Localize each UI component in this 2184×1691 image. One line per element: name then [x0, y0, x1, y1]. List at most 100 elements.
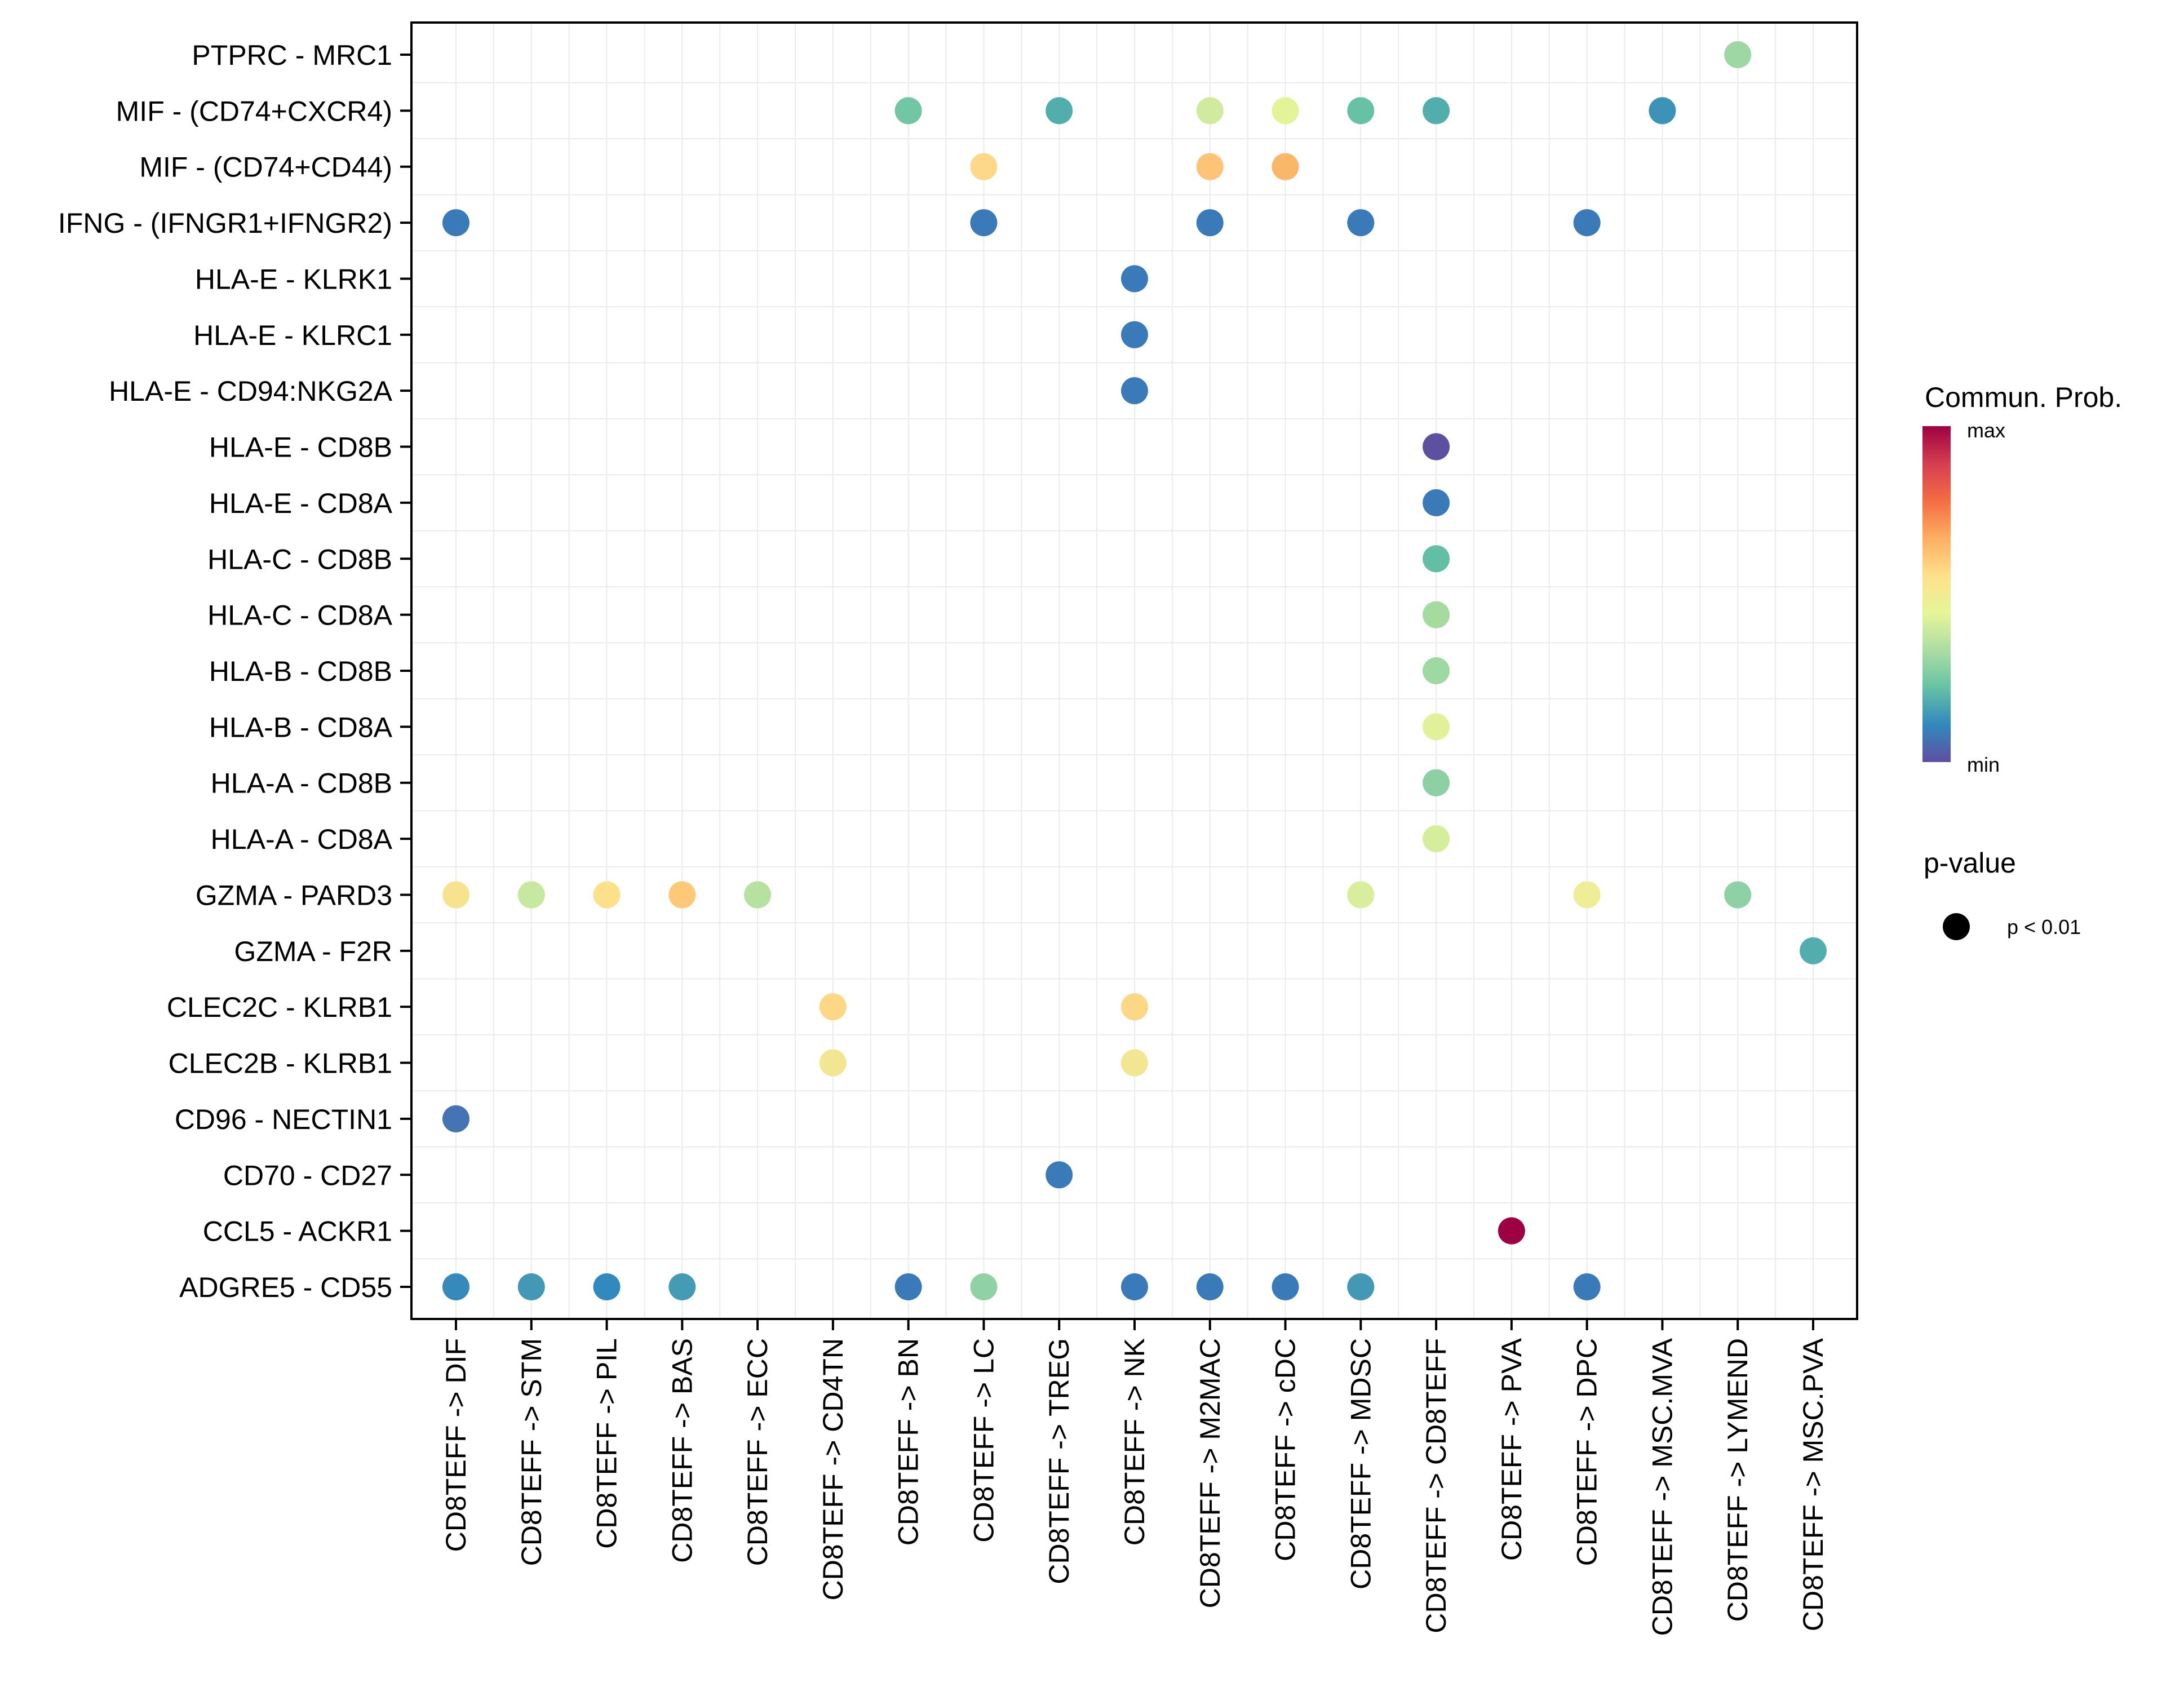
data-point: [1272, 1273, 1299, 1300]
data-point: [1573, 209, 1601, 237]
data-point: [442, 881, 469, 909]
data-point: [894, 1273, 922, 1300]
y-tick-label: CLEC2B - KLRB1: [169, 1048, 392, 1079]
data-point: [1347, 97, 1375, 125]
x-tick-label: CD8TEFF -> PIL: [591, 1338, 623, 1549]
y-tick-label: HLA-A - CD8A: [211, 824, 393, 855]
data-point: [1046, 1161, 1073, 1189]
data-point: [668, 881, 696, 909]
data-point: [1423, 97, 1450, 125]
data-point: [1498, 1217, 1525, 1245]
data-point: [1121, 1049, 1148, 1077]
y-tick-label: PTPRC - MRC1: [192, 39, 392, 71]
y-tick-label: CD70 - CD27: [223, 1159, 392, 1191]
y-tick-label: CCL5 - ACKR1: [203, 1216, 392, 1247]
data-point: [819, 993, 847, 1021]
y-tick-label: HLA-E - CD8A: [209, 488, 393, 519]
data-point: [1423, 769, 1450, 796]
legend-size-dot: [1943, 913, 1970, 940]
x-tick-label: CD8TEFF -> BN: [893, 1338, 924, 1546]
data-point: [744, 881, 772, 909]
x-tick-label: CD8TEFF -> DIF: [440, 1338, 472, 1552]
y-tick-label: ADGRE5 - CD55: [179, 1272, 392, 1303]
data-point: [1121, 993, 1148, 1021]
y-tick-label: HLA-C - CD8B: [207, 543, 392, 575]
y-tick-label: HLA-E - KLRK1: [195, 263, 392, 295]
y-tick-label: CLEC2C - KLRB1: [167, 991, 392, 1023]
y-axis: PTPRC - MRC1 MIF - (CD74+CXCR4) MIF - (CD7…: [58, 39, 411, 1303]
data-point: [894, 97, 922, 125]
data-point: [1423, 489, 1450, 516]
data-point: [593, 881, 621, 909]
data-point: [1196, 1273, 1224, 1300]
data-point: [1121, 377, 1148, 405]
y-tick-label: HLA-E - KLRC1: [193, 320, 392, 351]
legend: Commun. Prob. max min p-value p < 0.01: [1922, 382, 2122, 940]
x-tick-label: CD8TEFF -> PVA: [1496, 1338, 1527, 1561]
data-point: [819, 1049, 847, 1077]
x-tick-label: CD8TEFF -> MDSC: [1345, 1338, 1376, 1590]
data-point: [1423, 545, 1450, 573]
x-axis: CD8TEFF -> DIF CD8TEFF -> STM CD8TEFF -> P…: [440, 1319, 1829, 1636]
data-point: [970, 153, 998, 180]
x-tick-label: CD8TEFF -> cDC: [1270, 1338, 1301, 1561]
x-tick-label: CD8TEFF -> STM: [516, 1338, 547, 1566]
data-point: [1423, 713, 1450, 741]
data-point: [1573, 1273, 1601, 1300]
data-point: [1423, 433, 1450, 461]
x-tick-label: CD8TEFF -> LC: [968, 1338, 999, 1543]
x-tick-label: CD8TEFF -> M2MAC: [1194, 1338, 1226, 1608]
data-point: [1423, 657, 1450, 684]
x-tick-label: CD8TEFF -> BAS: [666, 1338, 698, 1563]
legend-color-title: Commun. Prob.: [1925, 382, 2122, 413]
data-point: [1347, 1273, 1375, 1300]
x-tick-label: CD8TEFF -> CD8TEFF: [1420, 1338, 1452, 1634]
x-tick-label: CD8TEFF -> CD4TN: [817, 1338, 849, 1600]
data-point: [668, 1273, 696, 1300]
data-point: [1121, 1273, 1148, 1300]
colorbar: [1922, 426, 1951, 762]
y-tick-label: GZMA - F2R: [234, 936, 392, 967]
x-tick-label: CD8TEFF -> MSC.PVA: [1797, 1338, 1829, 1631]
data-point: [1347, 881, 1375, 909]
legend-size-label: p < 0.01: [2007, 915, 2081, 939]
data-point: [1196, 97, 1224, 125]
data-point: [593, 1273, 621, 1300]
y-tick-label: GZMA - PARD3: [196, 879, 392, 911]
data-point: [442, 209, 469, 237]
data-point: [1046, 97, 1073, 125]
data-point: [442, 1105, 469, 1132]
data-point: [1649, 97, 1676, 125]
data-point: [1121, 321, 1148, 348]
data-point: [517, 1273, 545, 1300]
x-tick-label: CD8TEFF -> MSC.MVA: [1646, 1338, 1678, 1636]
data-point: [1272, 153, 1299, 180]
y-tick-label: HLA-E - CD94:NKG2A: [109, 375, 393, 407]
data-point: [1196, 209, 1224, 237]
gridlines: [411, 23, 1857, 1319]
legend-size-title: p-value: [1924, 847, 2016, 879]
data-point: [1347, 209, 1375, 237]
data-points: [442, 41, 1827, 1300]
data-point: [1423, 825, 1450, 853]
x-tick-label: CD8TEFF -> DPC: [1571, 1338, 1603, 1566]
data-point: [1121, 265, 1148, 293]
x-tick-label: CD8TEFF -> NK: [1119, 1338, 1150, 1546]
data-point: [1573, 881, 1601, 909]
data-point: [970, 1273, 998, 1300]
y-tick-label: HLA-C - CD8A: [207, 600, 392, 631]
data-point: [1423, 601, 1450, 628]
y-tick-label: HLA-B - CD8B: [209, 656, 392, 687]
data-point: [1272, 97, 1299, 125]
data-point: [1800, 937, 1827, 964]
y-tick-label: HLA-B - CD8A: [209, 711, 393, 743]
y-tick-label: MIF - (CD74+CD44): [139, 152, 392, 183]
x-tick-label: CD8TEFF -> ECC: [742, 1338, 773, 1566]
y-tick-label: MIF - (CD74+CXCR4): [116, 95, 392, 127]
legend-min-label: min: [1967, 753, 2000, 776]
y-tick-label: CD96 - NECTIN1: [175, 1104, 392, 1135]
y-tick-label: IFNG - (IFNGR1+IFNGR2): [58, 207, 392, 239]
data-point: [1724, 41, 1752, 68]
data-point: [970, 209, 998, 237]
